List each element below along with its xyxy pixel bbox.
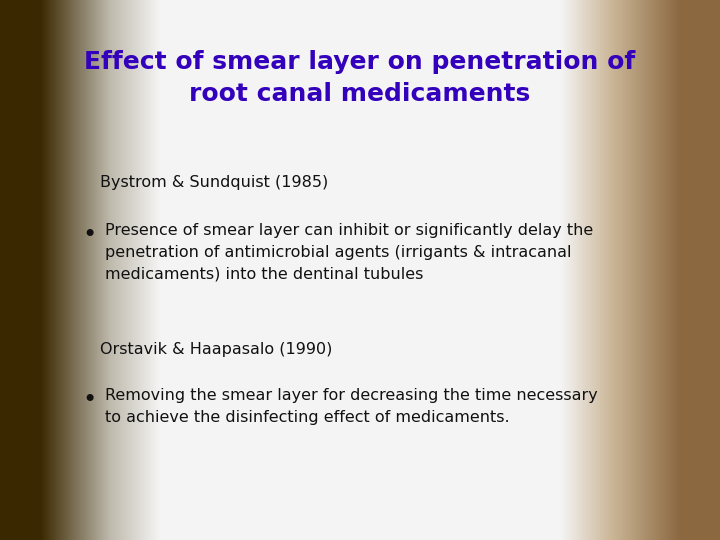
Text: Removing the smear layer for decreasing the time necessary
to achieve the disinf: Removing the smear layer for decreasing … [105,388,598,424]
Text: •: • [82,223,96,247]
Text: Presence of smear layer can inhibit or significantly delay the
penetration of an: Presence of smear layer can inhibit or s… [105,223,593,281]
Text: Effect of smear layer on penetration of
root canal medicaments: Effect of smear layer on penetration of … [84,50,636,106]
Text: Bystrom & Sundquist (1985): Bystrom & Sundquist (1985) [100,175,328,190]
Text: •: • [82,388,96,412]
Text: Orstavik & Haapasalo (1990): Orstavik & Haapasalo (1990) [100,342,333,357]
